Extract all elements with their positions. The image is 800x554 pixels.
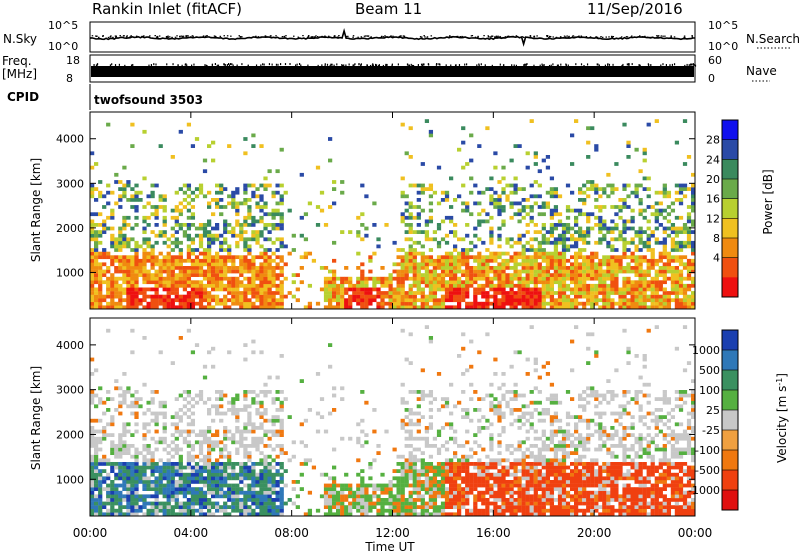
- velocity-heatmap: [90, 325, 696, 517]
- colorbar-swatch: [722, 330, 738, 351]
- power-panel: 1000 2000 3000 4000 Slant Range [km] 28 24 20…: [29, 111, 775, 310]
- nsearch-tick-top: 10^5: [708, 19, 738, 32]
- velocity-panel: 1000 2000 3000 4000 Slant Range [km] 1000 50…: [29, 317, 790, 517]
- station-title: Rankin Inlet (fitACF): [92, 0, 242, 18]
- velocity-colorbar-label: Velocity [m s-1]: [775, 373, 790, 463]
- power-colorbar-label: Power [dB]: [761, 169, 775, 234]
- nsearch-trace: [91, 35, 694, 39]
- y-tick-label: 3000: [56, 384, 84, 397]
- colorbar-swatch: [722, 350, 738, 371]
- velocity-ylabel: Slant Range [km]: [29, 366, 43, 470]
- nsky-tick-bottom: 10^0: [48, 40, 78, 53]
- colorbar-tick-label: 500: [699, 364, 720, 377]
- power-x-ticks: [89, 112, 696, 309]
- x-tick-label: 00:00: [73, 526, 108, 540]
- power-y-axis: 1000 2000 3000 4000: [56, 133, 695, 279]
- colorbar-swatch: [722, 159, 738, 180]
- cpid-label: CPID: [7, 90, 39, 104]
- y-tick-label: 4000: [56, 133, 84, 146]
- colorbar-swatch: [722, 179, 738, 199]
- velocity-colorbar: 1000 500 100 25 -25 -100 -500 -1000: [688, 329, 739, 511]
- freq-trace: [93, 63, 697, 67]
- colorbar-tick-label: 8: [713, 232, 720, 245]
- power-heatmap: [90, 119, 696, 310]
- nsearch-label: N.Search: [746, 32, 800, 46]
- cpid-program: twofsound 3503: [94, 93, 203, 107]
- y-tick-label: 1000: [56, 266, 84, 279]
- x-tick-label: 00:00: [678, 526, 713, 540]
- nave-tick-top: 60: [708, 54, 722, 67]
- colorbar-swatch: [722, 450, 738, 471]
- cpid-panel: CPID twofsound 3503: [7, 84, 203, 110]
- nave-label: Nave: [746, 64, 777, 78]
- colorbar-swatch: [722, 257, 738, 278]
- y-tick-label: 4000: [56, 339, 84, 352]
- colorbar-tick-label: 1000: [692, 344, 720, 357]
- nsky-trace: [89, 28, 695, 47]
- y-tick-label: 2000: [56, 428, 84, 441]
- nsky-tick-top: 10^5: [48, 19, 78, 32]
- beam-title: Beam 11: [355, 0, 422, 18]
- power-ylabel: Slant Range [km]: [29, 158, 43, 262]
- colorbar-tick-label: 12: [706, 212, 720, 225]
- power-colorbar: 28 24 20 16 12 8 4: [706, 119, 739, 298]
- freq-label: Freq.: [2, 54, 32, 68]
- colorbar-swatch: [722, 218, 738, 239]
- colorbar-swatch: [722, 238, 738, 258]
- colorbar-tick-label: 25: [706, 404, 720, 417]
- x-tick-label: 04:00: [174, 526, 209, 540]
- x-axis-title: Time UT: [364, 540, 415, 554]
- date-title: 11/Sep/2016: [587, 0, 683, 18]
- freq-panel: Freq. [MHz] 18 8 60 0 Nave: [2, 54, 777, 85]
- colorbar-tick-label: 100: [699, 384, 720, 397]
- colorbar-swatch: [722, 277, 738, 298]
- colorbar-swatch: [722, 430, 738, 451]
- colorbar-swatch: [722, 410, 738, 431]
- colorbar-tick-label: -100: [695, 444, 720, 457]
- colorbar-swatch: [722, 198, 738, 219]
- nsky-panel: N.Sky 10^5 10^0 10^5 10^0 N.Search: [3, 19, 800, 53]
- colorbar-tick-label: 4: [713, 252, 720, 265]
- y-tick-label: 1000: [56, 473, 84, 486]
- nsearch-tick-bottom: 10^0: [708, 40, 738, 53]
- velocity-y-axis: 1000 2000 3000 4000: [56, 339, 695, 486]
- colorbar-swatch: [722, 490, 738, 511]
- colorbar-tick-label: 16: [706, 193, 720, 206]
- x-tick-label: 12:00: [375, 526, 410, 540]
- colorbar-tick-label: -1000: [688, 484, 720, 497]
- freq-band: [91, 66, 694, 77]
- colorbar-tick-label: 20: [706, 173, 720, 186]
- x-tick-label: 16:00: [476, 526, 511, 540]
- colorbar-tick-label: 24: [706, 153, 720, 166]
- colorbar-swatch: [722, 120, 738, 140]
- velocity-x-ticks: [89, 318, 696, 516]
- colorbar-swatch: [722, 390, 738, 411]
- y-tick-label: 3000: [56, 177, 84, 190]
- x-tick-label: 20:00: [577, 526, 612, 540]
- colorbar-tick-label: 28: [706, 134, 720, 147]
- x-tick-label: 08:00: [274, 526, 309, 540]
- freq-unit: [MHz]: [2, 67, 37, 81]
- time-axis-labels: 00:00 04:00 08:00 12:00 16:00 20:00 00:00: [73, 526, 713, 540]
- colorbar-swatch: [722, 470, 738, 491]
- colorbar-tick-label: -25: [702, 424, 720, 437]
- freq-tick-bottom: 8: [66, 72, 73, 85]
- nsky-label: N.Sky: [3, 32, 37, 46]
- colorbar-tick-label: -500: [695, 464, 720, 477]
- freq-tick-top: 18: [66, 54, 80, 67]
- colorbar-swatch: [722, 139, 738, 160]
- colorbar-swatch: [722, 370, 738, 391]
- nave-tick-bottom: 0: [708, 72, 715, 85]
- y-tick-label: 2000: [56, 222, 84, 235]
